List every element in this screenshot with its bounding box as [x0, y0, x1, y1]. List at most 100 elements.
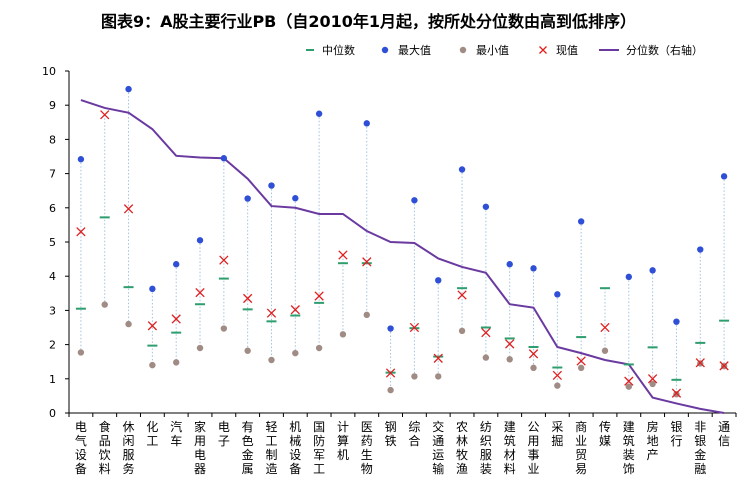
min-point — [601, 347, 609, 354]
max-point — [77, 156, 85, 163]
x-tick-label: 农林牧渔 — [456, 420, 468, 476]
current-point — [123, 204, 134, 214]
y-tick-label: 6 — [49, 202, 56, 215]
current-point — [433, 353, 443, 363]
current-point — [195, 287, 205, 298]
current-point — [362, 257, 372, 267]
legend-label-percentile: 分位数（右轴） — [626, 44, 703, 57]
legend-item-current: 现值 — [538, 42, 578, 58]
x-tick-label: 家用电器 — [194, 419, 206, 476]
x-tick-label: 轻工制造 — [265, 420, 277, 476]
current-point — [671, 388, 682, 398]
min-point — [649, 380, 656, 388]
current-point — [147, 321, 158, 331]
max-point — [649, 267, 656, 274]
min-point — [292, 349, 299, 357]
max-point — [577, 218, 585, 225]
max-point — [506, 261, 513, 268]
x-tick-label: 商业贸易 — [575, 419, 587, 476]
max-point — [149, 285, 156, 293]
y-tick-label: 0 — [49, 407, 56, 420]
current-point — [695, 358, 705, 368]
current-point — [552, 370, 562, 381]
current-point — [409, 322, 420, 333]
legend-item-min: 最小值 — [458, 42, 509, 58]
current-point — [647, 374, 658, 384]
legend-item-percentile: 分位数（右轴） — [598, 42, 703, 58]
max-point — [220, 155, 228, 162]
x-tick-label: 电子 — [218, 420, 230, 448]
legend-label-median: 中位数 — [322, 44, 355, 57]
y-tick-label: 1 — [49, 373, 56, 386]
min-point — [149, 361, 156, 369]
legend-item-median: 中位数 — [304, 42, 355, 58]
legend-item-max: 最大值 — [380, 42, 431, 58]
x-tick-label: 汽车 — [170, 419, 182, 448]
current-point — [528, 349, 539, 359]
x-tick-label: 食品饮料 — [99, 419, 111, 476]
y-tick-label: 10 — [42, 65, 56, 78]
x-tick-label: 建筑装饰 — [623, 420, 635, 476]
min-point — [577, 364, 585, 372]
min-point — [315, 344, 323, 352]
max-point — [458, 166, 466, 173]
max-point — [554, 291, 561, 298]
x-tick-label: 公用事业 — [528, 420, 540, 476]
y-tick-label: 5 — [49, 236, 56, 249]
current-point — [76, 227, 86, 237]
min-point — [196, 344, 204, 352]
current-point — [505, 339, 515, 349]
max-point — [172, 261, 180, 268]
max-point — [125, 85, 132, 93]
current-point — [100, 110, 110, 120]
min-point — [101, 301, 108, 308]
min-point — [339, 331, 347, 338]
x-tick-label: 非银金融 — [694, 420, 706, 476]
max-point — [244, 195, 251, 202]
current-point — [719, 361, 729, 371]
x-tick-label: 钢铁 — [385, 420, 397, 448]
current-point — [600, 322, 610, 333]
current-point — [481, 327, 491, 338]
current-point — [576, 356, 586, 366]
min-point — [387, 386, 394, 394]
max-point — [720, 173, 728, 180]
max-point — [530, 265, 537, 272]
min-point — [244, 347, 251, 354]
max-point — [482, 203, 490, 210]
min-point — [172, 359, 180, 366]
max-point — [625, 273, 633, 281]
current-point — [171, 314, 181, 324]
x-tick-label: 通信 — [718, 420, 730, 448]
x-tick-label: 国防军工 — [313, 420, 325, 476]
x-tick-label: 综合 — [408, 420, 420, 448]
x-tick-label: 传媒 — [599, 419, 611, 448]
x-tick-label: 计算机 — [337, 420, 349, 462]
min-point — [363, 311, 370, 319]
max-point — [387, 325, 394, 332]
x-tick-label: 电气设备 — [75, 420, 87, 476]
legend-label-min: 最小值 — [476, 44, 509, 57]
max-point — [196, 237, 204, 244]
x-tick-label: 纺织服装 — [480, 420, 492, 476]
x-tick-label: 有色金属 — [242, 420, 254, 476]
min-point — [506, 356, 513, 363]
min-point — [458, 327, 466, 335]
current-point — [385, 368, 396, 378]
max-point — [292, 195, 299, 202]
y-tick-label: 2 — [49, 339, 56, 352]
current-point — [314, 291, 324, 301]
x-tick-label: 房地产 — [647, 419, 659, 462]
x-tick-label: 采掘 — [551, 420, 563, 448]
y-tick-label: 9 — [49, 99, 56, 112]
min-point — [625, 383, 633, 390]
min-point — [554, 382, 561, 389]
x-tick-label: 休闲服务 — [123, 420, 135, 476]
max-point — [268, 182, 275, 189]
current-point — [219, 255, 229, 265]
x-tick-label: 交通运输 — [432, 419, 444, 476]
y-tick-label: 4 — [49, 270, 56, 283]
max-point — [363, 120, 370, 127]
x-tick-label: 化工 — [146, 420, 158, 448]
